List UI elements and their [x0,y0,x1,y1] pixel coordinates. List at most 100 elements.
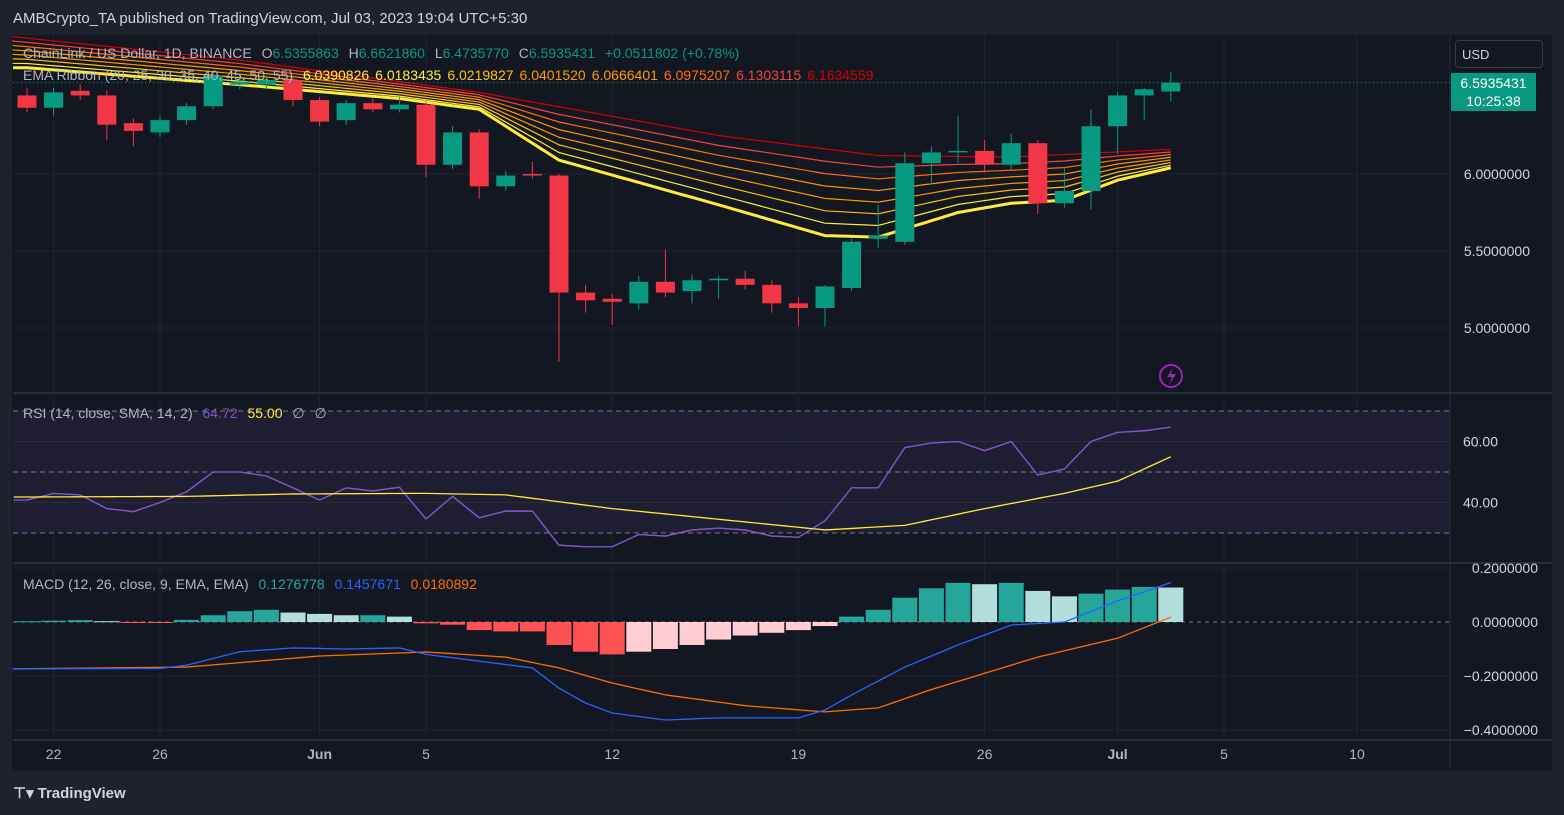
candle-body [815,286,835,308]
close-label: C [518,45,529,61]
macd-name[interactable]: MACD (12, 26, close, 9, EMA, EMA) [23,576,249,592]
ema-value-3: 6.0401520 [519,67,586,83]
candle-body [123,123,143,131]
candle-body [549,175,569,293]
candle-body [203,75,223,107]
macd-histogram-bar [1131,586,1157,622]
date-tick-label: Jul [1107,746,1127,762]
last-price: 6.5935431 [1460,75,1527,91]
candle-body [1108,95,1128,127]
macd-histogram-bar [333,615,359,622]
candle-body [735,278,755,285]
macd-line-value: 0.1457671 [334,576,401,592]
candle-body [256,80,276,85]
date-tick-label: 19 [791,746,807,762]
candle-body [177,106,197,121]
published-header: AMBCrypto_TA published on TradingView.co… [13,10,528,27]
macd-histogram-bar [147,622,173,623]
candle-body [443,132,463,165]
price-tick-label: 6.0000000 [1464,166,1530,182]
low-label: L [434,45,443,61]
macd-signal-value: 0.0180892 [410,576,477,592]
macd-histogram-bar [1025,590,1051,622]
high-label: H [348,45,359,61]
rsi-sma-line [13,456,1172,531]
candle-body [17,95,37,108]
macd-histogram-bar [280,612,306,622]
high-value: 6.6621860 [358,45,425,61]
candle-body [868,235,888,239]
macd-histogram-bar [626,622,652,652]
tv-logo-icon: ⊤▾ [13,785,34,802]
ema-ribbon-line-1 [12,62,1171,227]
candle-body [576,292,596,301]
candle-body [389,104,409,110]
macd-tick-label: −0.4000000 [1464,722,1539,738]
ema-legend: EMA Ribbon (20, 25, 30, 35, 40, 45, 50, … [23,67,879,83]
ema-ribbon-line-2 [12,58,1171,215]
ema-value-6: 6.1303115 [736,67,802,83]
candle-body [788,303,808,308]
candle-body [762,284,782,304]
candle-body [416,104,436,165]
macd-histogram-bar [174,619,200,622]
macd-tick-label: 0.0000000 [1472,614,1538,630]
lightning-circle [1159,364,1183,388]
macd-histogram-bar [865,609,891,622]
rsi-name[interactable]: RSI (14, close, SMA, 14, 2) [23,405,193,421]
price-tick-label: 5.0000000 [1464,320,1530,336]
rsi-tick-label: 60.00 [1463,434,1498,450]
macd-histogram-bar [546,622,572,645]
candle-body [709,278,729,281]
ohlc-open: O6.5355863 [262,45,339,61]
candle-body [895,163,915,242]
macd-histogram-bar [972,584,998,622]
date-tick-label: 10 [1349,746,1365,762]
date-tick-label: 5 [422,746,430,762]
date-tick-label: 26 [152,746,168,762]
chart-frame[interactable] [12,35,1552,771]
rsi-extra-1: ∅ [292,405,305,421]
macd-histogram-bar [1158,587,1184,622]
low-value: 6.4735770 [442,45,509,61]
rsi-sma-value: 55.00 [247,405,283,421]
tradingview-logo[interactable]: ⊤▾ TradingView [13,784,126,802]
macd-histogram-bar [652,622,678,649]
date-tick-label: 22 [46,746,62,762]
candle-body [230,81,250,85]
symbol-name[interactable]: ChainLink / US Dollar, 1D, BINANCE [23,45,252,61]
macd-histogram-bar [679,622,705,645]
macd-histogram-bar [307,613,333,622]
macd-histogram-bar [839,616,865,622]
candle-body [363,103,383,110]
candle-body [948,150,968,153]
currency-selector[interactable]: USD [1455,40,1543,68]
candle-body [97,95,117,125]
candle-body [1161,82,1181,92]
rsi-tick-label: 40.00 [1463,495,1498,511]
ema-value-4: 6.0666401 [591,67,658,83]
rsi-value: 64.72 [202,405,238,421]
macd-histogram-bar [706,622,732,640]
ema-value-1: 6.0183435 [375,67,442,83]
open-label: O [261,45,273,61]
macd-histogram-bar [413,622,439,624]
ohlc-close: C6.5935431 [519,45,595,61]
candle-body [70,90,90,96]
candle-body [150,120,170,133]
ema-value-7: 6.1634559 [807,67,874,83]
last-price-badge: 6.5935431 10:25:38 [1451,73,1536,111]
ohlc-low: L6.4735770 [435,45,509,61]
macd-histogram-bar [386,616,412,622]
date-tick-label: Jun [307,746,332,762]
macd-tick-label: 0.2000000 [1472,560,1538,576]
lightning-icon [1159,364,1183,388]
candle-body [1081,126,1101,191]
ema-name[interactable]: EMA Ribbon (20, 25, 30, 35, 40, 45, 50, … [23,67,294,83]
macd-histogram-bar [14,621,40,623]
macd-histogram-bar [493,622,519,632]
macd-legend: MACD (12, 26, close, 9, EMA, EMA) 0.1276… [23,576,483,592]
candle-body [921,152,941,164]
symbol-legend: ChainLink / US Dollar, 1D, BINANCE O6.53… [23,45,745,61]
